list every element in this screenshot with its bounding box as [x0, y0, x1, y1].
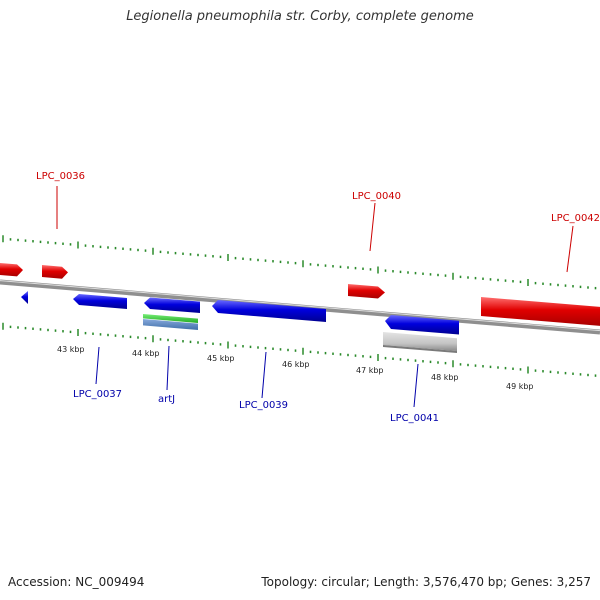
- label-leaders: [56, 186, 574, 408]
- reverse-gene-lpc-0039[interactable]: [212, 300, 326, 322]
- gene-label-lpc-0040[interactable]: LPC_0040: [352, 191, 401, 202]
- scale-label-48: 48 kbp: [431, 373, 459, 382]
- forward-gene-lpc-0042[interactable]: [481, 297, 600, 326]
- gene-label-lpc-0041[interactable]: LPC_0041: [390, 413, 439, 424]
- outer-tick-track: [2, 235, 597, 290]
- gene-label-artj[interactable]: artJ: [158, 394, 175, 405]
- scale-label-43: 43 kbp: [57, 345, 85, 354]
- genome-backbone-highlight: [0, 280, 600, 332]
- scale-label-45: 45 kbp: [207, 354, 235, 363]
- topology-text: Topology: circular; Length: 3,576,470 bp…: [261, 575, 591, 589]
- scale-label-44: 44 kbp: [132, 349, 160, 358]
- gene-label-lpc-0036[interactable]: LPC_0036: [36, 171, 85, 182]
- gene-label-lpc-0037[interactable]: LPC_0037: [73, 389, 122, 400]
- cds-feature-artj[interactable]: [143, 314, 198, 330]
- scale-label-46: 46 kbp: [282, 360, 310, 369]
- pseudo-feature-lpc-0041[interactable]: [383, 332, 457, 353]
- scale-label-49: 49 kbp: [506, 382, 534, 391]
- reverse-gene-lpc-0037[interactable]: [73, 294, 127, 309]
- forward-gene-labels: LPC_0036 LPC_0040 LPC_0042: [36, 171, 600, 224]
- forward-gene-lpc-0036[interactable]: [42, 265, 68, 279]
- forward-gene-lpc-0035[interactable]: [0, 263, 23, 277]
- reverse-gene-labels: LPC_0037 artJ LPC_0039 LPC_0041: [73, 389, 439, 424]
- reverse-gene-lpc-0036b[interactable]: [21, 291, 28, 304]
- scale-label-47: 47 kbp: [356, 366, 384, 375]
- map-title: Legionella pneumophila str. Corby, compl…: [126, 9, 474, 24]
- reverse-gene-artj[interactable]: [144, 297, 200, 314]
- scale-labels: 43 kbp 44 kbp 45 kbp 46 kbp 47 kbp 48 kb…: [57, 345, 534, 391]
- accession-text: Accession: NC_009494: [8, 575, 145, 589]
- gene-label-lpc-0042[interactable]: LPC_0042: [551, 213, 600, 224]
- inner-tick-track: [2, 322, 597, 377]
- forward-gene-lpc-0040[interactable]: [348, 284, 385, 299]
- reverse-gene-lpc-0041[interactable]: [385, 315, 459, 335]
- gene-label-lpc-0039[interactable]: LPC_0039: [239, 400, 288, 411]
